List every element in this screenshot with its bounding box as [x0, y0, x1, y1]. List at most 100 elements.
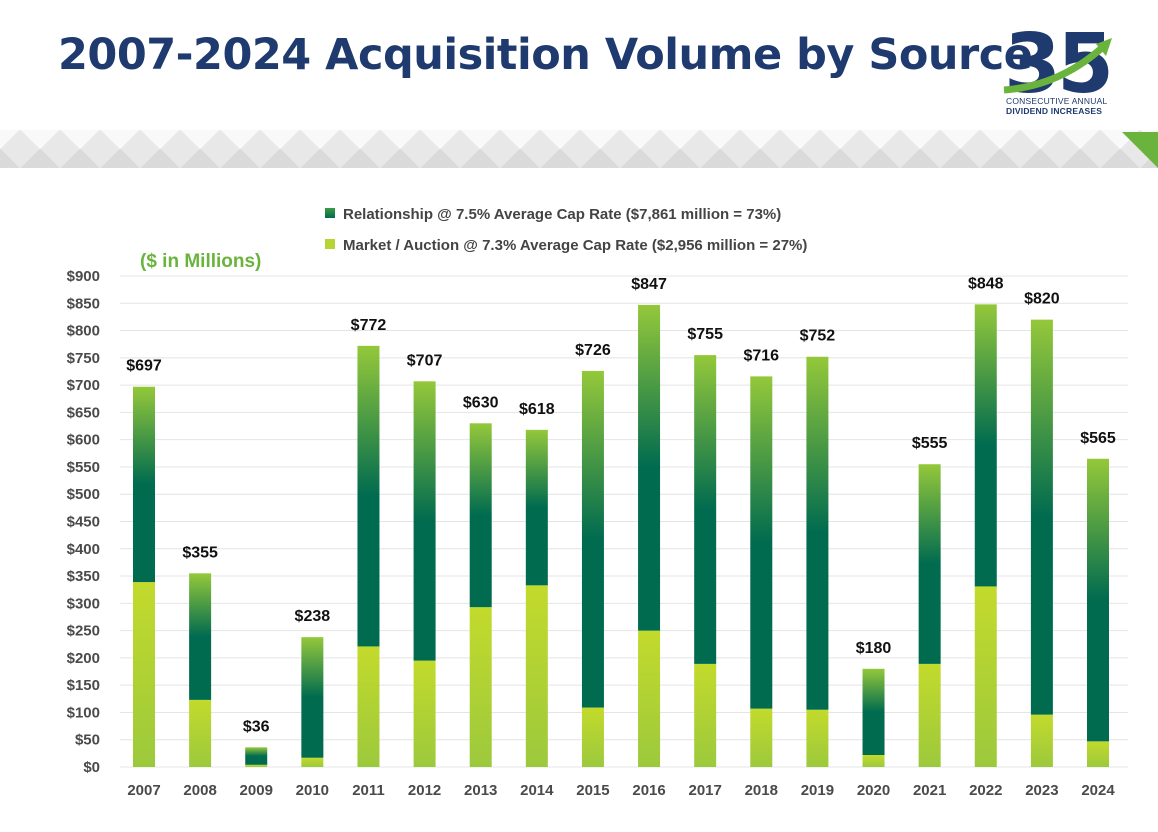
- y-tick-label: $150: [67, 677, 100, 694]
- x-tick-label-2020: 2020: [857, 782, 890, 799]
- bar-market-2009: [245, 764, 268, 767]
- bar-relationship-2016: [638, 304, 661, 631]
- x-tick-label-2018: 2018: [745, 782, 778, 799]
- total-label-2011: $772: [351, 317, 387, 334]
- units-label: ($ in Millions): [140, 251, 261, 272]
- bar-relationship-2023: [1030, 319, 1053, 715]
- bar-relationship-2012: [413, 381, 436, 661]
- bar-relationship-2008: [189, 573, 212, 700]
- total-label-2013: $630: [463, 394, 499, 411]
- bar-total-labels: $697 $355 $36 $238 $772 $707 $630 $618 $726 $847 $…: [126, 275, 1116, 735]
- decorative-band: [0, 130, 1158, 168]
- total-label-2014: $618: [519, 401, 555, 418]
- logo-number: 35: [1004, 17, 1110, 112]
- page-title: 2007-2024 Acquisition Volume by Source: [58, 30, 1033, 80]
- total-label-2018: $716: [743, 347, 779, 364]
- bar-relationship-2010: [301, 637, 324, 758]
- bars: [133, 304, 1109, 767]
- total-label-2020: $180: [856, 640, 892, 657]
- x-tick-label-2023: 2023: [1025, 782, 1058, 799]
- y-tick-label: $850: [67, 295, 100, 312]
- bar-market-2023: [1030, 714, 1053, 767]
- logo-caption-line2: DIVIDEND INCREASES: [1006, 106, 1103, 116]
- x-tick-label-2012: 2012: [408, 782, 441, 799]
- total-label-2024: $565: [1080, 430, 1116, 447]
- corner-triangle-icon: [1122, 132, 1158, 168]
- bar-market-2012: [413, 660, 436, 767]
- total-label-2021: $555: [912, 435, 948, 452]
- x-tick-label-2009: 2009: [240, 782, 273, 799]
- bar-market-2007: [133, 582, 155, 767]
- total-label-2008: $355: [182, 544, 218, 561]
- x-tick-label-2011: 2011: [352, 782, 385, 799]
- x-tick-label-2015: 2015: [576, 782, 609, 799]
- legend-swatch-relationship: [325, 208, 335, 218]
- total-label-2016: $847: [631, 276, 667, 293]
- legend-label-relationship: Relationship @ 7.5% Average Cap Rate ($7…: [343, 206, 781, 223]
- total-label-2012: $707: [407, 352, 443, 369]
- bar-market-2013: [469, 607, 492, 767]
- y-tick-label: $350: [67, 568, 100, 585]
- bar-relationship-2013: [469, 423, 492, 608]
- bar-relationship-2011: [357, 345, 380, 647]
- x-tick-label-2010: 2010: [296, 782, 329, 799]
- logo-35-icon: 35: [1003, 17, 1114, 112]
- bar-market-2020: [862, 754, 885, 767]
- bar-relationship-2017: [694, 355, 717, 664]
- y-tick-label: $900: [67, 268, 100, 285]
- x-tick-label-2021: 2021: [913, 782, 946, 799]
- bar-market-2017: [694, 663, 717, 767]
- x-tick-label-2019: 2019: [801, 782, 834, 799]
- bar-relationship-2007: [133, 386, 155, 583]
- y-tick-label: $700: [67, 377, 100, 394]
- total-label-2017: $755: [687, 326, 723, 343]
- legend-swatch-market: [325, 239, 335, 249]
- bar-relationship-2021: [918, 464, 941, 664]
- total-label-2022: $848: [968, 275, 1004, 292]
- bar-market-2014: [525, 585, 548, 767]
- x-tick-label-2022: 2022: [969, 782, 1002, 799]
- y-tick-label: $550: [67, 459, 100, 476]
- bar-relationship-2020: [862, 668, 885, 755]
- bar-market-2008: [189, 699, 212, 767]
- y-tick-label: $400: [67, 541, 100, 558]
- y-tick-label: $250: [67, 623, 100, 640]
- bar-market-2022: [974, 586, 997, 767]
- x-tick-label-2013: 2013: [464, 782, 497, 799]
- bar-relationship-2022: [974, 304, 997, 587]
- y-tick-label: $650: [67, 404, 100, 421]
- bar-market-2010: [301, 757, 324, 767]
- y-tick-label: $600: [67, 432, 100, 449]
- bar-market-2016: [638, 630, 661, 767]
- bar-market-2021: [918, 663, 941, 767]
- bar-market-2019: [806, 709, 829, 767]
- total-label-2015: $726: [575, 342, 611, 359]
- bar-relationship-2024: [1087, 458, 1109, 742]
- y-tick-label: $200: [67, 650, 100, 667]
- bar-market-2018: [750, 708, 773, 767]
- y-tick-label: $800: [67, 323, 100, 340]
- y-tick-label: $100: [67, 704, 100, 721]
- y-tick-label: $0: [83, 759, 100, 776]
- y-tick-label: $300: [67, 595, 100, 612]
- bar-relationship-2018: [750, 376, 773, 709]
- total-label-2010: $238: [295, 608, 331, 625]
- bar-market-2015: [581, 707, 604, 767]
- total-label-2023: $820: [1024, 291, 1060, 308]
- x-tick-label-2008: 2008: [183, 782, 216, 799]
- bar-relationship-2009: [245, 747, 268, 765]
- grid-lines: [120, 275, 1128, 768]
- total-label-2019: $752: [800, 328, 836, 345]
- bar-relationship-2014: [525, 429, 548, 586]
- y-axis-ticks: $0 $50 $100 $150 $200 $250 $300 $350 $400 $450 $50…: [67, 268, 100, 776]
- y-tick-label: $500: [67, 486, 100, 503]
- y-tick-label: $50: [75, 732, 100, 749]
- y-tick-label: $450: [67, 514, 100, 531]
- bar-relationship-2015: [581, 370, 604, 708]
- legend-label-market: Market / Auction @ 7.3% Average Cap Rate…: [343, 237, 807, 254]
- y-tick-label: $750: [67, 350, 100, 367]
- logo-caption-line1: CONSECUTIVE ANNUAL: [1006, 96, 1108, 106]
- x-tick-label-2024: 2024: [1081, 782, 1115, 799]
- bar-market-2011: [357, 646, 380, 767]
